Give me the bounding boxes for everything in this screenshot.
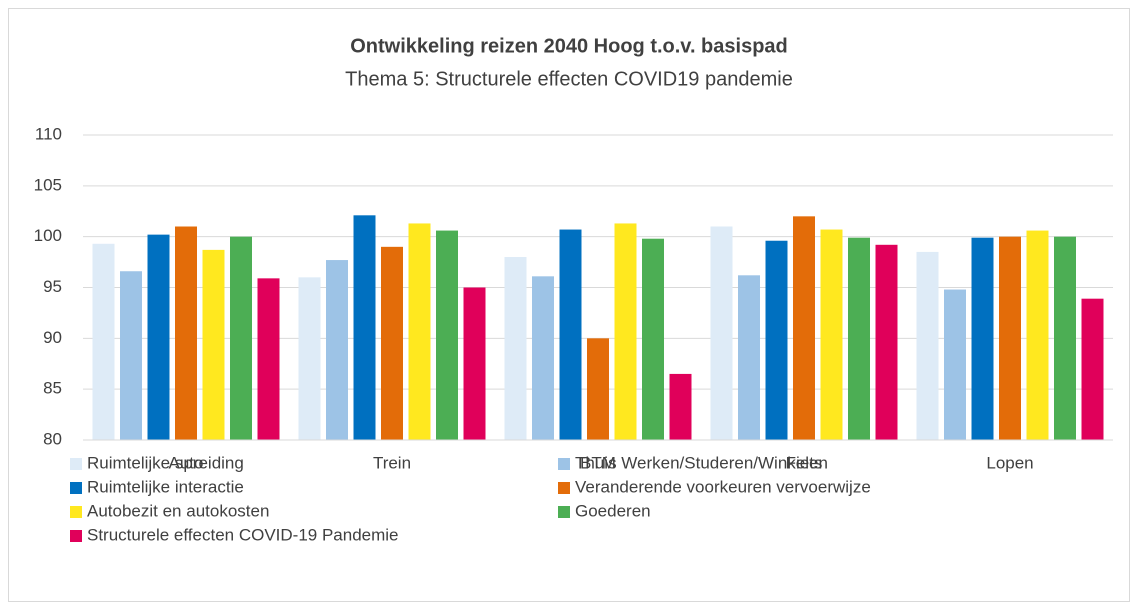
bar: [614, 223, 637, 440]
bar: [875, 244, 898, 440]
bar: [999, 236, 1021, 440]
y-tick-label: 110: [35, 124, 62, 143]
bar: [147, 234, 170, 440]
legend-label: Thuis Werken/Studeren/Winkelen: [575, 453, 828, 472]
legend-label: Veranderende voorkeuren vervoerwijze: [575, 477, 871, 496]
x-tick-label: BTM: [580, 453, 616, 472]
bar: [175, 226, 197, 440]
legend-swatch: [558, 482, 570, 494]
bar: [765, 240, 788, 440]
bar: [944, 289, 966, 440]
bar: [504, 257, 527, 440]
bar: [738, 275, 760, 440]
bar: [642, 238, 664, 440]
legend-swatch: [558, 506, 570, 518]
y-tick-label: 90: [43, 328, 62, 347]
bar: [587, 338, 609, 440]
bar: [1081, 298, 1104, 440]
bar: [820, 229, 843, 440]
bar: [669, 373, 692, 440]
legend-swatch: [70, 458, 82, 470]
bar: [202, 249, 225, 440]
legend-label: Ruimtelijke interactie: [87, 477, 244, 496]
bar: [120, 271, 142, 440]
legend-swatch: [70, 482, 82, 494]
legend-label: Structurele effecten COVID-19 Pandemie: [87, 525, 399, 544]
legend-swatch: [70, 530, 82, 542]
bar: [848, 237, 870, 440]
bar: [532, 276, 554, 440]
bar: [353, 215, 376, 440]
legend-label: Goederen: [575, 501, 651, 520]
bar: [408, 223, 431, 440]
y-tick-label: 105: [34, 175, 62, 194]
bar: [463, 287, 486, 440]
y-tick-label: 85: [43, 379, 62, 398]
legend-label: Autobezit en autokosten: [87, 501, 269, 520]
legend-swatch: [558, 458, 570, 470]
bar: [559, 229, 582, 440]
bar: [916, 251, 939, 440]
y-tick-label: 80: [43, 429, 62, 448]
bar: [326, 260, 348, 440]
y-tick-label: 95: [43, 277, 62, 296]
bar: [793, 216, 815, 440]
x-tick-label: Auto: [169, 453, 204, 472]
chart-subtitle: Thema 5: Structurele effecten COVID19 pa…: [345, 68, 793, 90]
bar: [436, 230, 458, 440]
bar: [92, 243, 115, 440]
x-tick-label: Fiets: [786, 453, 823, 472]
bar: [1026, 230, 1049, 440]
bar: [971, 237, 994, 440]
legend-label: Ruimtelijke spreiding: [87, 453, 244, 472]
bar: [381, 246, 403, 440]
chart-title: Ontwikkeling reizen 2040 Hoog t.o.v. bas…: [350, 35, 788, 57]
x-tick-label: Trein: [373, 453, 411, 472]
x-tick-label: Lopen: [986, 453, 1033, 472]
legend-swatch: [70, 506, 82, 518]
bar: [257, 278, 280, 440]
bar: [710, 226, 733, 440]
bar: [1054, 236, 1076, 440]
bar: [230, 236, 252, 440]
y-tick-label: 100: [34, 226, 62, 245]
bar: [298, 277, 321, 440]
